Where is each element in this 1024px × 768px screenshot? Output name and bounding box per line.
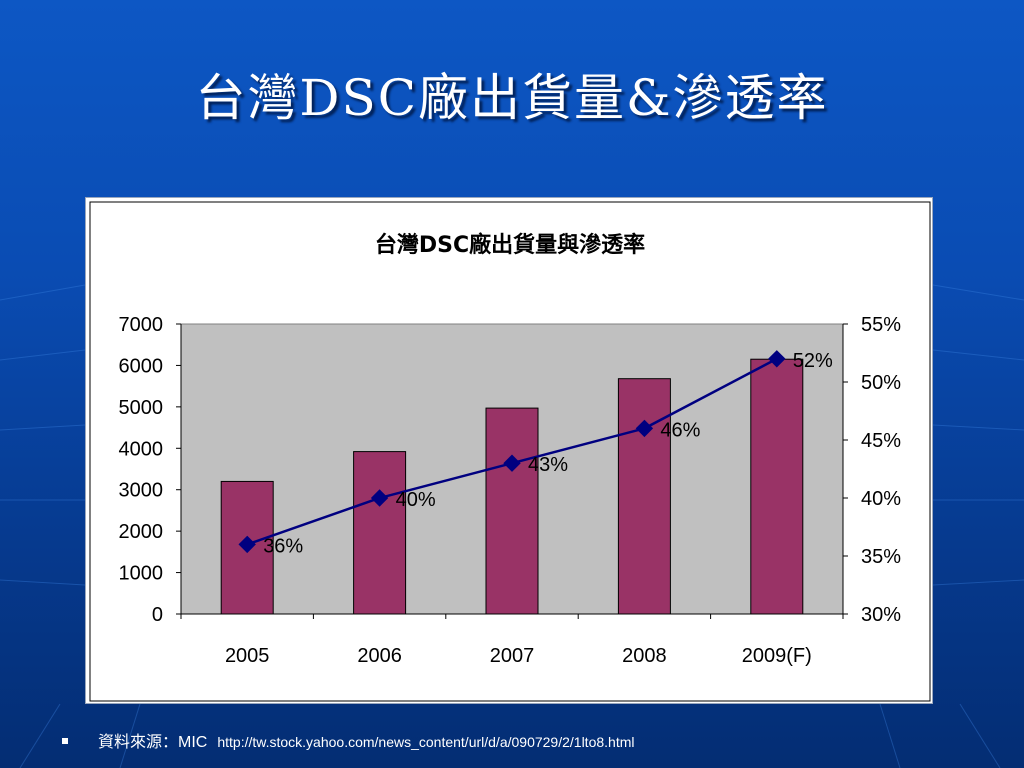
y-left-tick-label: 2000 (119, 521, 164, 543)
y-left-tick-label: 4000 (119, 438, 164, 460)
bar (750, 358, 804, 615)
y-left-tick-label: 1000 (119, 563, 164, 585)
x-tick-label: 2009(F) (742, 645, 812, 667)
chart: 台灣DSC廠出貨量與滲透率 0 1000 2000 3000 4000 5000 6000 70… (89, 201, 931, 702)
y-left-tick-label: 3000 (119, 480, 164, 502)
chart-border (89, 201, 931, 702)
data-label: 46% (660, 419, 700, 441)
data-label: 40% (396, 489, 436, 511)
y-right-tick-label: 50% (861, 372, 901, 394)
y-right-tick-label: 55% (861, 314, 901, 336)
x-tick-label: 2005 (225, 645, 270, 667)
bullet-icon (62, 738, 68, 745)
line-point (370, 489, 389, 507)
source-label: 資料來源：MIC (98, 734, 208, 751)
y-right-tick-label: 35% (861, 546, 901, 568)
data-label: 52% (793, 350, 833, 372)
x-tick-label: 2008 (622, 645, 667, 667)
data-label: 36% (263, 535, 303, 557)
bar (617, 378, 671, 615)
slide-title: 台灣DSC廠出貨量&滲透率 (195, 69, 829, 127)
line-point (503, 454, 521, 472)
bar (220, 480, 274, 615)
y-left-tick-label: 5000 (119, 397, 164, 419)
x-tick-label: 2007 (490, 645, 535, 667)
line-point (768, 350, 786, 368)
y-left-tick-label: 7000 (119, 314, 164, 336)
source-url[interactable]: http://tw.stock.yahoo.com/news_content/u… (217, 734, 635, 750)
chart-title: 台灣DSC廠出貨量與滲透率 (375, 232, 645, 258)
y-left-tick-label: 6000 (119, 355, 164, 377)
y-left-tick-label: 0 (152, 604, 163, 626)
x-tick-label: 2006 (357, 645, 402, 667)
y-right-tick-label: 30% (861, 604, 901, 626)
source-line: 資料來源：MIC http://tw.stock.yahoo.com/news_c… (62, 728, 634, 752)
chart-container: 台灣DSC廠出貨量與滲透率 0 1000 2000 3000 4000 5000 6000 70… (85, 197, 933, 704)
data-label: 43% (528, 454, 568, 476)
line-point (635, 419, 654, 438)
bar (353, 451, 407, 615)
bar (485, 407, 539, 615)
line-point (238, 535, 256, 554)
y-right-tick-label: 45% (861, 430, 901, 452)
y-right-tick-label: 40% (861, 488, 901, 510)
